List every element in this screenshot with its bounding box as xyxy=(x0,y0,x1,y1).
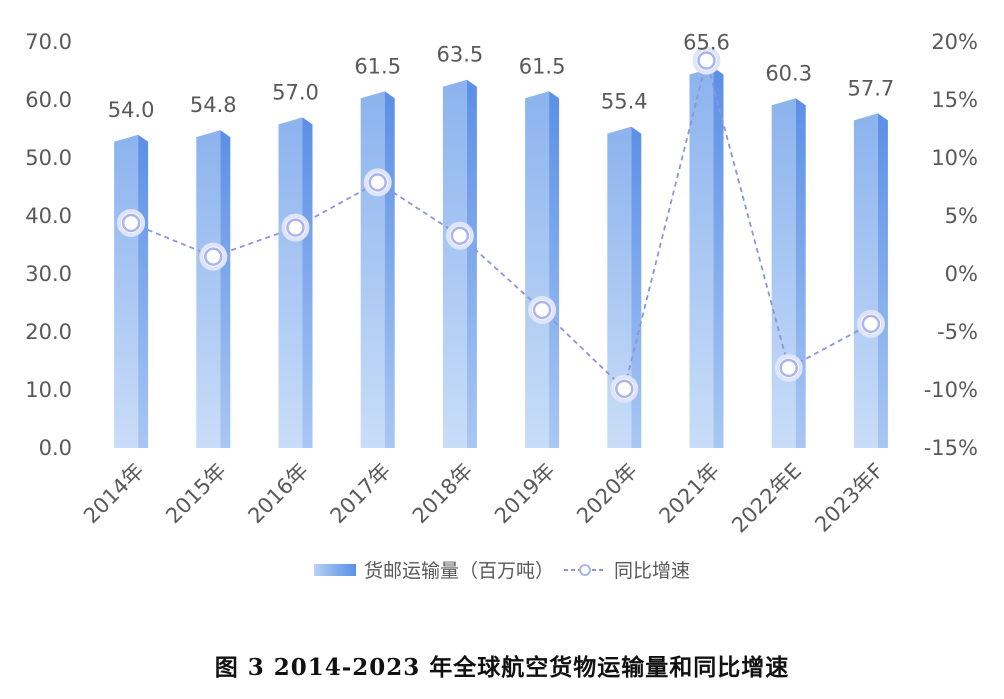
growth-marker-2020年 xyxy=(615,379,634,399)
bar-2017年 xyxy=(360,91,395,449)
right-axis-tick: -5% xyxy=(937,320,978,344)
labels-layer: 54.0 54.8 57.0 61.5 63.5 61.5 55.4 65.6 60.3 57.7 xyxy=(108,31,895,122)
x-axis-tick: 2022年E xyxy=(727,459,806,538)
x-axis-tick: 2023年F xyxy=(810,459,888,537)
left-axis-tick: 40.0 xyxy=(25,204,72,228)
bar-face xyxy=(196,130,221,448)
left-axis-tick: 60.0 xyxy=(25,88,72,112)
x-axis-tick: 2019年 xyxy=(490,459,560,529)
bar-2015年 xyxy=(196,130,231,448)
axis-layer: 0.0 10.0 20.0 30.0 40.0 50.0 60.0 70.0 -15% -10% -… xyxy=(25,30,978,538)
right-axis-tick: -10% xyxy=(924,378,978,402)
growth-marker-2016年 xyxy=(286,218,305,237)
bar-value-label: 54.8 xyxy=(190,93,237,117)
legend-item-line: 同比增速 xyxy=(564,556,690,583)
x-axis-tick: 2016年 xyxy=(243,459,313,529)
x-axis-tick: 2015年 xyxy=(161,459,231,529)
left-axis-tick: 10.0 xyxy=(25,378,72,402)
x-axis-tick: 2018年 xyxy=(408,459,478,529)
right-axis-tick: 15% xyxy=(931,88,978,112)
bar-2018年 xyxy=(442,79,477,448)
bar-face xyxy=(114,134,139,449)
bar-face xyxy=(278,117,303,449)
bar-side xyxy=(384,91,395,449)
legend: 货邮运输量（百万吨） 同比增速 xyxy=(0,556,1004,583)
bars-layer xyxy=(114,67,888,449)
right-axis-tick: -15% xyxy=(924,436,978,460)
bar-value-label: 57.0 xyxy=(272,80,319,104)
bar-2022年E xyxy=(771,98,806,448)
bar-2021年 xyxy=(689,67,724,449)
bar-face xyxy=(853,113,878,448)
legend-line-label: 同比增速 xyxy=(614,560,691,582)
bar-side xyxy=(138,134,149,449)
bar-side xyxy=(877,113,888,448)
bar-value-label: 57.7 xyxy=(848,76,895,100)
growth-marker-2022年E xyxy=(779,358,798,378)
left-axis-tick: 30.0 xyxy=(25,262,72,286)
bar-value-label: 55.4 xyxy=(601,90,648,114)
left-axis-tick: 50.0 xyxy=(25,146,72,170)
bar-value-label: 65.6 xyxy=(683,31,730,55)
bar-2020年 xyxy=(607,126,642,449)
bar-side xyxy=(631,126,642,449)
growth-marker-2023年F xyxy=(861,314,881,334)
bar-side xyxy=(220,130,231,448)
bar-value-label: 61.5 xyxy=(519,54,566,78)
bar-value-label: 54.0 xyxy=(108,98,155,122)
left-axis-tick: 20.0 xyxy=(25,320,72,344)
right-axis-tick: 10% xyxy=(931,146,978,170)
growth-marker-2019年 xyxy=(532,300,552,320)
growth-marker-2018年 xyxy=(450,226,470,245)
growth-rate-line xyxy=(130,56,872,391)
bar-2023年F xyxy=(853,113,888,448)
right-axis-tick: 0% xyxy=(945,262,978,286)
legend-item-bar: 货邮运输量（百万吨） xyxy=(313,556,554,583)
growth-marker-2014年 xyxy=(121,213,141,233)
bar-2019年 xyxy=(525,91,560,449)
x-axis-tick: 2020年 xyxy=(572,459,642,529)
bar-face xyxy=(771,98,796,448)
bar-face xyxy=(525,91,550,449)
left-axis-tick: 0.0 xyxy=(39,436,72,460)
bar-side xyxy=(549,91,560,449)
legend-bar-swatch xyxy=(313,563,356,576)
bar-2014年 xyxy=(114,134,149,449)
x-axis-tick: 2021年 xyxy=(654,459,724,529)
bar-value-label: 63.5 xyxy=(437,43,484,67)
bar-side xyxy=(302,117,313,449)
x-axis-tick: 2017年 xyxy=(326,459,396,529)
growth-marker-2015年 xyxy=(204,247,223,266)
bar-face xyxy=(689,67,714,449)
growth-marker-2017年 xyxy=(368,173,387,192)
right-axis-tick: 20% xyxy=(931,30,978,54)
line-layer xyxy=(117,46,885,403)
bar-face xyxy=(442,79,467,448)
chart-svg: 54.0 54.8 57.0 61.5 63.5 61.5 55.4 65.6 60.3 57.7… xyxy=(25,30,978,538)
bar-side xyxy=(466,79,477,448)
legend-line-swatch xyxy=(564,563,606,576)
bar-side xyxy=(713,67,724,449)
figure-caption: 图 3 2014-2023 年全球航空货物运输量和同比增速 xyxy=(214,654,790,681)
bar-face xyxy=(360,91,385,449)
bar-side xyxy=(795,98,806,448)
bar-value-label: 61.5 xyxy=(354,54,401,78)
left-axis-tick: 70.0 xyxy=(25,30,72,54)
bar-face xyxy=(607,126,632,449)
bar-value-label: 60.3 xyxy=(765,61,812,85)
legend-bar-label: 货邮运输量（百万吨） xyxy=(363,560,554,582)
x-axis-tick: 2014年 xyxy=(79,459,149,529)
right-axis-tick: 5% xyxy=(945,204,978,228)
bar-2016年 xyxy=(278,117,313,449)
growth-marker-2021年 xyxy=(697,51,716,70)
